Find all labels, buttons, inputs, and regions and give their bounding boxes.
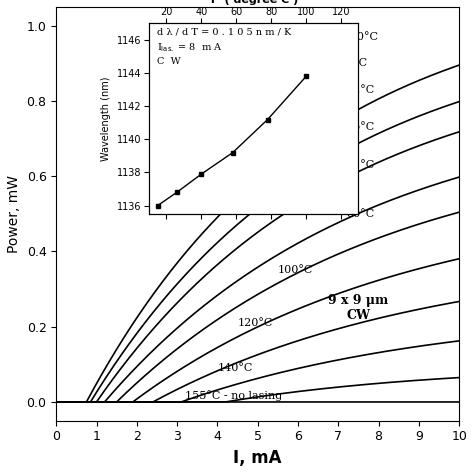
Text: 100°C: 100°C [278,265,313,275]
Text: 61°C: 61°C [346,160,374,170]
X-axis label: T  ( degree C ): T ( degree C ) [209,0,298,5]
Text: 140°C: 140°C [218,363,253,373]
Text: 9 x 9 μm
CW: 9 x 9 μm CW [328,294,389,322]
Text: 9°C: 9°C [346,58,367,68]
Text: 155°C - no lasing: 155°C - no lasing [185,391,283,401]
Text: 80°C: 80°C [346,209,374,219]
Text: 120°C: 120°C [237,318,273,328]
Text: 22°C: 22°C [346,85,374,95]
Text: -10°C: -10°C [346,32,378,42]
Text: 46°C: 46°C [346,122,374,132]
X-axis label: I, mA: I, mA [233,449,282,467]
Y-axis label: Power, mW: Power, mW [7,175,21,253]
